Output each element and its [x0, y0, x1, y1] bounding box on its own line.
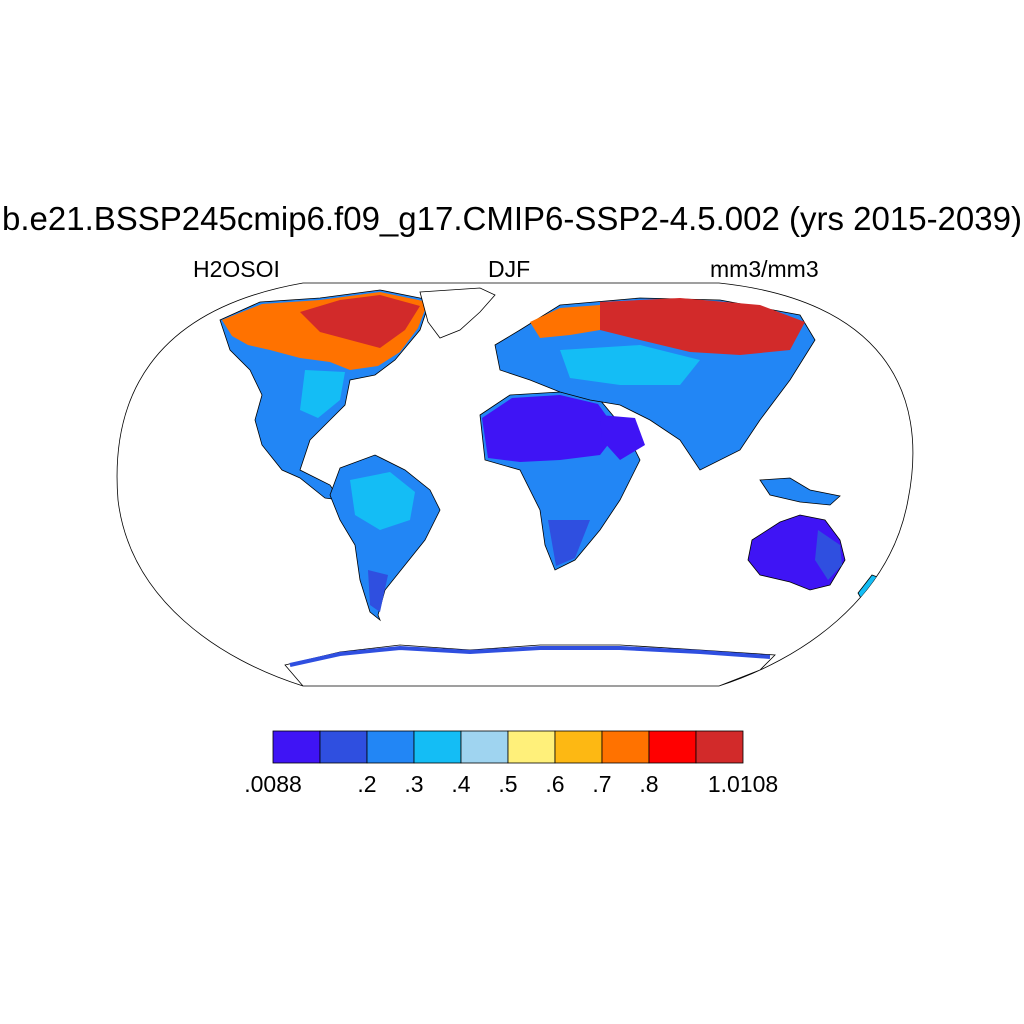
- units-label: mm3/mm3: [710, 256, 819, 282]
- colorbar-swatch: [507, 730, 556, 764]
- colorbar-swatch: [460, 730, 509, 764]
- amazon-region: [350, 472, 415, 530]
- season-label: DJF: [488, 256, 531, 282]
- sahara-region: [482, 395, 618, 462]
- colorbar-swatch: [413, 730, 462, 764]
- figure-title: b.e21.BSSP245cmip6.f09_g17.CMIP6-SSP2-4.…: [2, 200, 1022, 237]
- colorbar-swatch: [319, 730, 368, 764]
- variable-label: H2OSOI: [193, 256, 280, 282]
- southern-africa-region: [548, 520, 590, 566]
- colorbar-swatch: [366, 730, 415, 764]
- antarctic-coast-region: [289, 645, 771, 667]
- colorbar-label: .6: [545, 771, 565, 797]
- us-east-region: [300, 370, 345, 418]
- land-data: [219, 287, 881, 686]
- australia-east-region: [815, 530, 842, 580]
- colorbar-label: 1.0108: [707, 771, 779, 797]
- colorbar-swatch: [554, 730, 603, 764]
- colorbar-label: .2: [357, 771, 377, 797]
- colorbar-label: .5: [498, 771, 518, 797]
- colorbar-label: .3: [404, 771, 424, 797]
- colorbar: [272, 730, 744, 764]
- central-asia-region: [560, 345, 700, 385]
- colorbar-label: .8: [639, 771, 659, 797]
- canada-wet-region: [300, 295, 420, 348]
- patagonia-region: [368, 570, 388, 612]
- colorbar-swatch: [601, 730, 650, 764]
- greenland-outline: [419, 287, 496, 339]
- siberia-region: [600, 298, 805, 355]
- colorbar-label: .0088: [244, 771, 302, 797]
- antarctica-region: [284, 644, 776, 686]
- colorbar-label: .7: [592, 771, 612, 797]
- indonesia-region: [759, 477, 841, 506]
- northern-europe-region: [530, 305, 600, 338]
- colorbar-label: .4: [451, 771, 471, 797]
- arabia-region: [600, 415, 645, 460]
- colorbar-swatch: [695, 730, 744, 764]
- colorbar-swatch: [648, 730, 697, 764]
- colorbar-swatch: [272, 730, 321, 764]
